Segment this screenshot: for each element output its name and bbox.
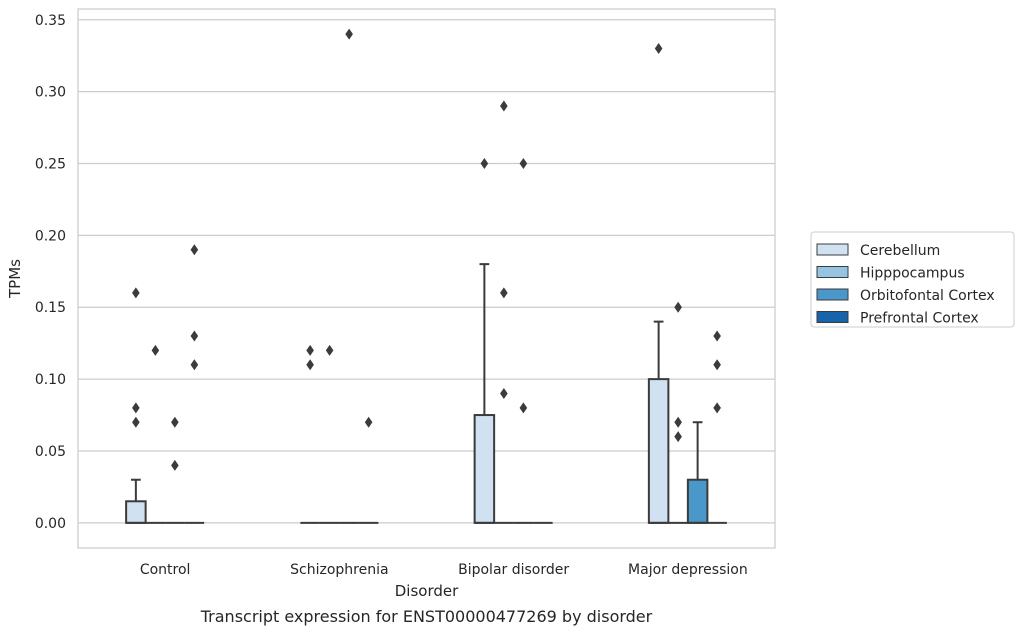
box-body [647, 378, 670, 524]
outlier-point [325, 344, 334, 356]
legend-swatch [816, 288, 849, 301]
legend-swatch [816, 243, 849, 256]
box [165, 416, 185, 524]
box [513, 158, 534, 524]
y-tick-label: 0.15 [35, 300, 66, 316]
box [668, 301, 688, 524]
series-orbitofontal-cortex [165, 28, 709, 524]
outlier-point [151, 344, 160, 356]
y-tick-label: 0.25 [35, 157, 66, 173]
legend-frame [810, 231, 1015, 328]
box-body [473, 414, 496, 524]
outlier-point [519, 402, 528, 414]
outlier-point [654, 43, 663, 55]
legend-label: Cerebellum [860, 243, 940, 259]
legend-swatch [816, 266, 849, 278]
outlier-point [345, 28, 353, 40]
chart-caption: Transcript expression for ENST0000047726… [200, 607, 653, 626]
outlier-point [132, 402, 140, 414]
outlier-point [132, 287, 140, 299]
outlier-point [171, 416, 179, 428]
box [707, 330, 727, 524]
y-tick-label: 0.30 [35, 85, 66, 101]
outlier-point [519, 158, 528, 170]
outlier-point [190, 359, 199, 371]
series-cerebellum [125, 43, 670, 524]
legend-label: Orbitofontal Cortex [860, 288, 995, 304]
outlier-point [713, 402, 721, 414]
x-tick-label: Schizophrenia [290, 562, 388, 578]
series-hipppocampus [145, 100, 688, 524]
box [647, 43, 670, 524]
y-tick-label: 0.10 [35, 372, 66, 388]
box [339, 28, 359, 524]
outlier-point [190, 330, 199, 342]
outlier-point [500, 287, 508, 299]
y-axis-ticks: 0.00 0.05 0.10 0.15 0.20 0.25 0.30 0.35 [35, 13, 66, 532]
x-tick-label: Major depression [628, 562, 748, 578]
box [358, 416, 379, 524]
box-body [125, 500, 147, 524]
y-tick-label: 0.20 [35, 228, 66, 244]
box [184, 244, 205, 524]
x-axis-ticks: Control Schizophrenia Bipolar disorder Majo… [140, 562, 748, 578]
outlier-point [674, 301, 682, 313]
legend-label: Hipppocampus [860, 266, 965, 282]
box [494, 100, 514, 524]
box-series [125, 28, 727, 524]
box-body [686, 478, 709, 524]
outlier-point [171, 459, 179, 471]
outlier-point [674, 416, 682, 428]
legend: Cerebellum Hipppocampus Orbitofontal Corte… [810, 231, 1015, 328]
outlier-point [190, 244, 199, 256]
outlier-point [713, 359, 721, 371]
series-prefrontal-cortex [184, 244, 727, 524]
gridlines [78, 19, 775, 524]
box [125, 287, 147, 524]
y-axis-label: TPMs [6, 259, 24, 299]
outlier-point [364, 416, 373, 428]
x-axis-label: Disorder [395, 582, 459, 600]
box [686, 421, 709, 524]
x-tick-label: Bipolar disorder [458, 562, 569, 578]
outlier-point [500, 387, 508, 399]
y-tick-label: 0.00 [35, 516, 66, 532]
outlier-point [306, 344, 314, 356]
box [319, 344, 340, 524]
y-tick-label: 0.35 [35, 13, 66, 29]
outlier-point [500, 100, 508, 112]
x-tick-label: Control [140, 562, 191, 578]
y-tick-label: 0.05 [35, 444, 66, 460]
box [300, 344, 320, 524]
box [145, 344, 166, 524]
outlier-point [480, 158, 489, 170]
outlier-point [306, 359, 314, 371]
plot-area-frame [77, 8, 776, 549]
outlier-point [132, 416, 140, 428]
legend-swatch [816, 311, 849, 323]
box [473, 158, 496, 524]
outlier-point [713, 330, 721, 342]
outlier-point [674, 431, 682, 443]
legend-label: Prefrontal Cortex [860, 311, 979, 327]
